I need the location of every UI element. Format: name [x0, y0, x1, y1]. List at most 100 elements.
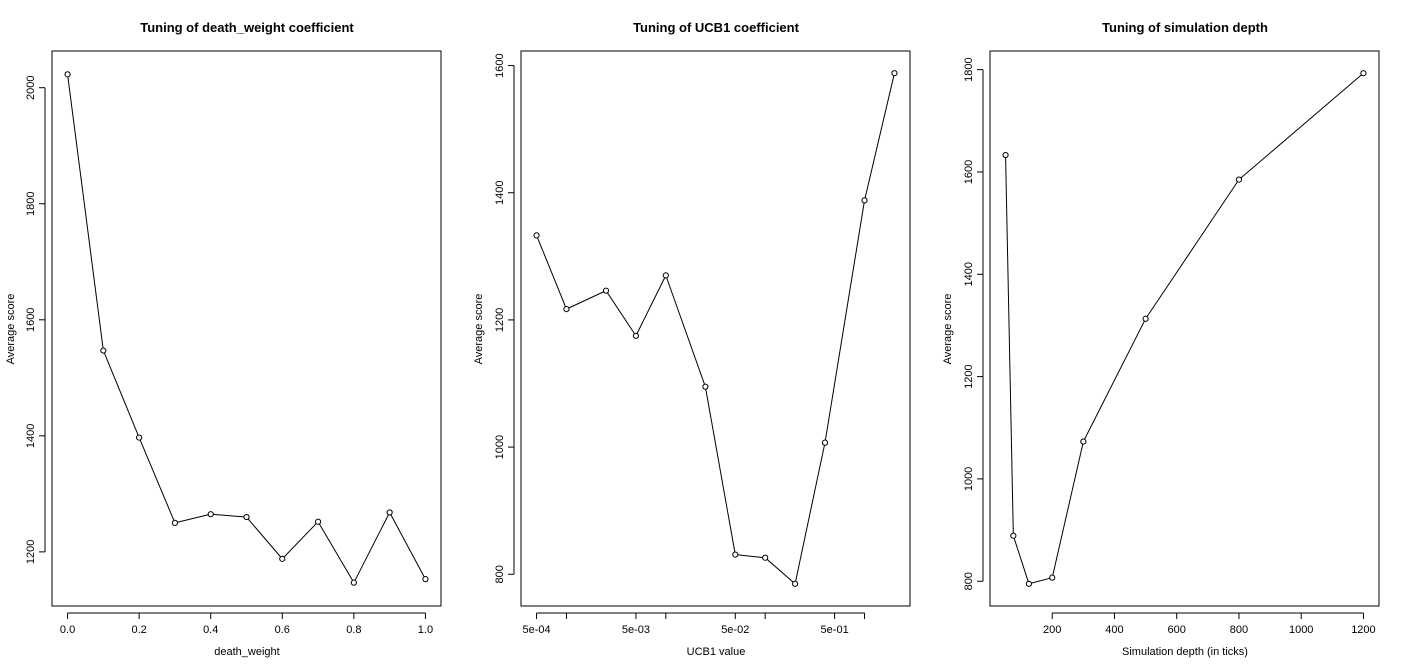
y-tick-label: 1400 [494, 181, 506, 205]
y-tick-label: 1200 [963, 364, 975, 388]
data-point [350, 579, 357, 586]
data-point [1080, 438, 1087, 445]
x-tick-label: 0.6 [275, 624, 290, 636]
x-tick-label: 0.0 [60, 624, 75, 636]
series-line-segment [864, 75, 895, 198]
series-line-segment [139, 439, 175, 521]
plot-frame [989, 50, 1380, 607]
plot-frame [520, 50, 911, 607]
x-tick-label: 1.0 [418, 624, 433, 636]
y-tick-label: 1400 [25, 424, 37, 448]
series-line-segment [1013, 538, 1029, 582]
series-line-segment [1052, 443, 1084, 576]
data-point [64, 71, 71, 78]
x-tick-label: 5e-03 [622, 624, 650, 636]
series-line-segment [766, 559, 794, 583]
data-point [891, 70, 898, 77]
series-line-segment [283, 523, 317, 558]
data-point [791, 580, 799, 587]
series-line-segment [705, 389, 736, 553]
panel-ucb1: Tuning of UCB1 coefficient UCB1 value Av… [473, 20, 911, 658]
data-point [1002, 151, 1009, 159]
data-point [314, 518, 322, 525]
y-axis-label: Average score [473, 294, 485, 365]
chart-title: Tuning of simulation depth [1102, 20, 1268, 35]
x-tick-label: 1000 [1289, 624, 1313, 636]
data-point [171, 519, 179, 526]
y-tick-label: 2000 [25, 75, 37, 99]
series-line-segment [1240, 74, 1362, 179]
x-tick-label: 5e-04 [522, 624, 550, 636]
series-line-segment [1031, 577, 1050, 584]
data-point [1010, 532, 1017, 539]
y-tick-label: 1600 [25, 308, 37, 332]
data-point [100, 347, 107, 354]
data-point [632, 332, 640, 339]
y-tick-label: 1200 [25, 540, 37, 564]
series-line-segment [390, 514, 425, 578]
series-line-segment [247, 518, 281, 558]
x-tick-label: 0.8 [346, 624, 361, 636]
x-tick-label: 0.2 [131, 624, 146, 636]
data-point [1049, 574, 1056, 581]
x-axis-label: Simulation depth (in ticks) [1122, 646, 1248, 658]
x-tick-label: 0.4 [203, 624, 218, 636]
data-point [243, 513, 250, 521]
data-point [702, 383, 709, 390]
x-axis-label: UCB1 value [687, 646, 746, 658]
series-line-segment [103, 352, 139, 436]
y-tick-label: 1600 [494, 53, 506, 77]
data-point [533, 232, 540, 239]
x-tick-label: 800 [1230, 624, 1248, 636]
x-tick-label: 5e-01 [821, 624, 849, 636]
y-axis-label: Average score [942, 294, 954, 365]
data-point [732, 551, 739, 558]
data-point [563, 306, 570, 313]
x-tick-label: 200 [1043, 624, 1061, 636]
y-tick-label: 800 [963, 572, 975, 590]
y-tick-label: 1000 [494, 435, 506, 459]
series-line-segment [1084, 320, 1145, 440]
data-point [821, 439, 829, 446]
data-point [422, 576, 429, 583]
y-tick-label: 1000 [963, 467, 975, 491]
data-point [279, 555, 286, 562]
panel-death-weight: Tuning of death_weight coefficient death… [5, 20, 442, 658]
data-point [861, 197, 868, 204]
plot-frame [51, 50, 442, 607]
y-tick-label: 1200 [494, 308, 506, 332]
y-tick-label: 800 [494, 565, 506, 583]
series-line-segment [607, 292, 635, 334]
y-tick-label: 1600 [963, 160, 975, 184]
data-point [207, 511, 214, 518]
chart-title: Tuning of UCB1 coefficient [633, 20, 800, 35]
data-point [1025, 580, 1033, 587]
series-line-segment [824, 202, 865, 441]
data-point [1360, 70, 1367, 77]
data-point [662, 272, 669, 279]
series-line-segment [636, 277, 666, 334]
series-line-segment [537, 237, 566, 307]
x-tick-label: 1200 [1351, 624, 1375, 636]
series-line-segment [354, 514, 389, 581]
data-point [136, 434, 143, 441]
series-line-segment [737, 554, 763, 558]
y-tick-label: 1800 [25, 192, 37, 216]
panel-simulation-depth: Tuning of simulation depth Simulation de… [942, 20, 1380, 658]
data-point [762, 554, 769, 561]
x-tick-label: 600 [1168, 624, 1186, 636]
data-point [1235, 176, 1243, 183]
x-tick-label: 5e-02 [721, 624, 749, 636]
series-line-segment [1005, 157, 1014, 534]
data-point [386, 509, 393, 516]
y-axis-label: Average score [5, 294, 17, 365]
series-line-segment [795, 445, 825, 582]
series-line-segment [666, 277, 705, 385]
x-axis-label: death_weight [214, 646, 279, 658]
data-point [602, 287, 610, 294]
data-point [1142, 315, 1149, 322]
series-line-segment [177, 514, 209, 523]
x-tick-label: 400 [1105, 624, 1123, 636]
series-line-segment [568, 291, 604, 309]
